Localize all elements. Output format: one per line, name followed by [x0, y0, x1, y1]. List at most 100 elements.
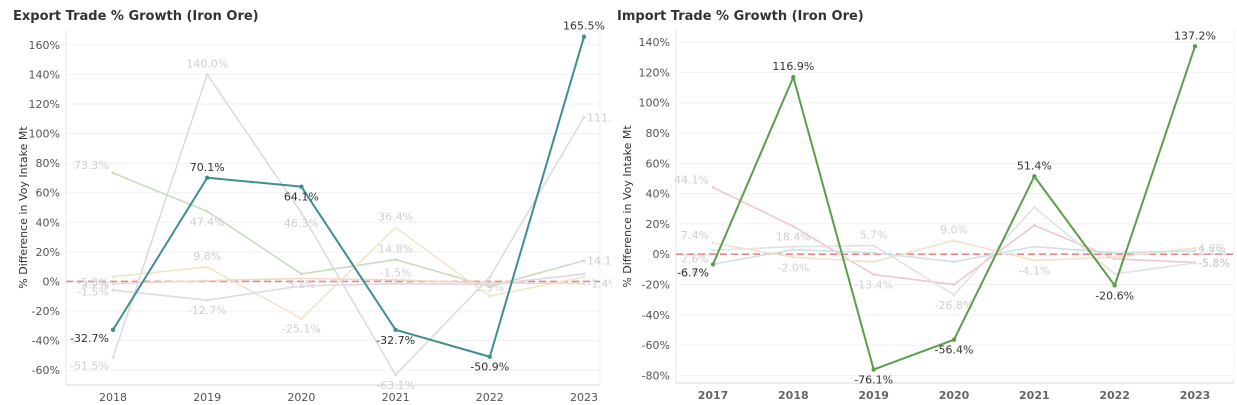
y-tick-label: 40%	[646, 188, 670, 201]
data-point	[711, 186, 715, 189]
data-point	[952, 283, 956, 286]
data-point	[111, 282, 115, 286]
data-label: 64.1%	[284, 191, 319, 204]
data-point	[300, 317, 303, 320]
data-point	[1113, 251, 1117, 255]
data-point	[394, 226, 397, 230]
highlight-series-line	[712, 46, 1196, 371]
x-tick-label: 2018	[99, 391, 127, 404]
data-label: 14.1%	[587, 255, 612, 268]
y-tick-label: -20%	[32, 305, 60, 318]
data-point	[581, 34, 587, 39]
x-tick-label: 2023	[570, 391, 598, 404]
data-point	[952, 260, 956, 264]
data-point	[582, 272, 586, 276]
data-point	[871, 367, 876, 372]
data-label: 2.1%	[1198, 245, 1226, 258]
export-chart-title: Export Trade % Growth (Iron Ore)	[13, 9, 259, 24]
data-point	[1193, 249, 1197, 253]
data-label: -51.5%	[70, 360, 109, 373]
y-tick-label: -40%	[642, 309, 670, 322]
import-line-chart: -80% -60% -40% -20% 0% 20% 40% 60% 80% 100% 120% 14…	[621, 29, 1235, 402]
data-point	[205, 209, 209, 213]
data-point	[205, 265, 209, 269]
data-label: -13.4%	[854, 279, 893, 292]
x-tick-label: 2022	[1099, 389, 1130, 402]
data-point	[582, 259, 586, 263]
data-label: -6.7%	[677, 266, 709, 279]
data-label: 7.4%	[681, 229, 709, 242]
data-label: -32.7%	[70, 332, 109, 345]
data-point	[1112, 283, 1117, 288]
data-point	[488, 294, 492, 298]
y-tick-label: 140%	[639, 36, 670, 49]
data-label: -6.6%	[677, 266, 709, 279]
y-tick-label: -40%	[32, 335, 60, 348]
data-point	[300, 211, 303, 215]
data-point	[111, 356, 115, 360]
data-label: 44.1%	[674, 173, 709, 186]
data-point	[951, 337, 957, 342]
data-point	[205, 298, 209, 302]
data-label: -5.5%	[1198, 257, 1230, 270]
data-label: 47.4%	[190, 215, 225, 228]
data-label: 9.0%	[940, 224, 968, 237]
data-point	[205, 72, 209, 76]
y-tick-label: -20%	[642, 279, 670, 292]
data-label: -1.5%	[380, 267, 412, 280]
data-point	[111, 288, 115, 292]
y-tick-label: 140%	[29, 68, 60, 81]
data-point	[300, 272, 303, 276]
import-chart-panel: Import Trade % Growth (Iron Ore) -80% -60…	[612, 0, 1237, 405]
data-label: -1.4%	[587, 278, 612, 291]
data-label: -1.5%	[77, 286, 109, 299]
data-point	[488, 285, 492, 289]
data-point	[488, 281, 492, 285]
data-point	[111, 275, 115, 279]
x-tick-label: 2017	[698, 389, 729, 402]
data-label: -20.6%	[1095, 289, 1134, 302]
data-label: -63.1%	[376, 379, 415, 392]
data-point	[582, 115, 586, 119]
data-point	[1032, 245, 1036, 249]
data-label: -50.9%	[470, 361, 509, 374]
y-tick-label: 100%	[639, 97, 670, 110]
data-point	[1113, 272, 1117, 276]
data-point	[872, 260, 876, 264]
x-tick-label: 2020	[939, 389, 970, 402]
data-label: 3.2%	[81, 279, 109, 292]
y-tick-label: 120%	[639, 66, 670, 79]
y-axis-title: % Difference in Voy Intake Mt	[621, 125, 634, 288]
data-point	[582, 275, 586, 279]
data-point	[1032, 174, 1037, 179]
data-label: 2.6%	[681, 252, 709, 265]
x-tick-label: 2019	[858, 389, 889, 402]
data-point	[299, 184, 304, 189]
x-tick-label: 2022	[476, 391, 504, 404]
background-series-line	[112, 226, 585, 320]
data-label: -12.7%	[188, 304, 227, 317]
data-label: 5.7%	[860, 229, 888, 242]
data-point	[711, 241, 715, 245]
x-tick-label: 2023	[1180, 389, 1211, 402]
data-point	[394, 278, 397, 282]
y-tick-label: 0%	[43, 275, 60, 288]
data-point	[1193, 246, 1197, 250]
y-tick-label: 100%	[29, 128, 60, 141]
data-label: 140.0%	[186, 57, 228, 70]
data-label: 4.0%	[1198, 242, 1226, 255]
data-point	[791, 248, 795, 252]
data-point	[300, 284, 303, 288]
data-label: -2.0%	[777, 261, 809, 274]
data-point	[872, 273, 876, 276]
data-point	[1113, 255, 1117, 259]
y-tick-label: 60%	[646, 157, 670, 170]
data-label: -4.1%	[1018, 264, 1050, 277]
x-tick-label: 2021	[382, 391, 410, 404]
data-label: -32.7%	[376, 334, 415, 347]
data-point	[872, 244, 876, 247]
data-label: -25.1%	[282, 323, 321, 336]
data-label: 51.4%	[1017, 159, 1052, 172]
y-tick-label: 20%	[646, 218, 670, 231]
data-point	[205, 279, 209, 283]
